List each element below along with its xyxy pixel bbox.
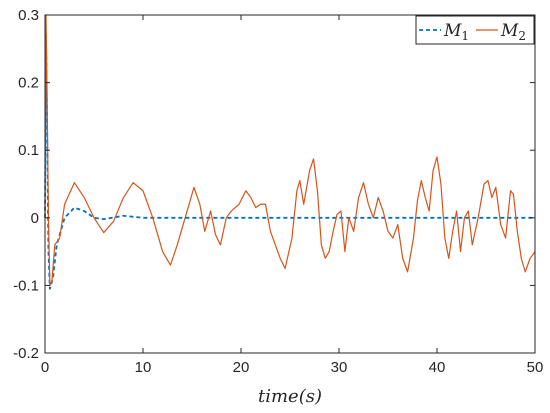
plot-frame (44, 14, 536, 354)
legend-label-m1: M1 (443, 21, 469, 43)
y-tick-label: -0.1 (13, 277, 39, 294)
series-line-m1 (44, 34, 535, 290)
x-tick-label: 40 (429, 359, 446, 376)
x-tick-label: 0 (41, 359, 49, 376)
series-line-m2 (44, 14, 536, 286)
y-tick-label: 0.1 (18, 142, 39, 159)
y-tick-label: -0.2 (13, 345, 39, 362)
y-tick-label: 0 (31, 210, 39, 227)
y-tick-label: 0.2 (18, 75, 39, 92)
x-tick-label: 50 (527, 359, 544, 376)
x-tick-label: 10 (135, 359, 152, 376)
y-tick-label: 0.3 (18, 7, 39, 24)
x-axis-label: time(s) (258, 386, 322, 407)
legend-label-m2: M2 (500, 21, 526, 43)
x-tick-label: 20 (233, 359, 250, 376)
x-tick-label: 30 (331, 359, 348, 376)
